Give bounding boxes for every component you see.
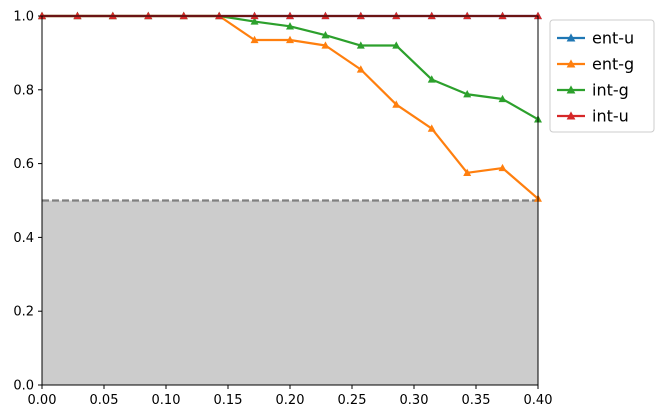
series-int-u: [38, 11, 542, 20]
axes: 0.00 0.05 0.10 0.15 0.20 0.25 0.30 0.35 0.40 0.0 0…: [13, 10, 552, 409]
data-point-int-u: [286, 11, 294, 20]
data-point-ent-g: [498, 163, 507, 172]
data-point-ent-g: [286, 35, 294, 44]
legend-marker: [566, 33, 576, 42]
x-tick-label: 0.10: [152, 393, 181, 408]
data-point-int-u: [179, 11, 188, 20]
y-tick-label: 0.4: [13, 231, 34, 246]
legend-box: [549, 19, 655, 133]
y-tick-label: 0.0: [13, 379, 34, 394]
data-point-ent-g: [250, 35, 259, 44]
data-point-int-u: [108, 11, 117, 20]
legend-item-ent-u: ent-u: [557, 29, 634, 48]
x-tick-label: 0.05: [90, 393, 119, 408]
series-line-int-g: [42, 14, 539, 121]
data-point-int-u: [321, 11, 330, 20]
y-tick-label: 0.6: [13, 157, 34, 172]
y-tick-label: 1.0: [13, 10, 34, 25]
x-tick-label: 0.30: [400, 393, 429, 408]
data-point-int-u: [498, 11, 507, 20]
legend-label: int-u: [592, 107, 629, 126]
data-point-int-g: [356, 41, 365, 49]
data-point-int-g: [321, 30, 330, 39]
legend: ent-u ent-g int-g int-u: [549, 19, 655, 133]
x-tick-label: 0.20: [276, 393, 305, 408]
data-point-int-u: [215, 11, 224, 20]
data-point-int-g: [392, 41, 401, 49]
legend-item-int-u: int-u: [557, 107, 629, 126]
data-point-int-u: [463, 11, 472, 20]
data-point-int-g: [463, 90, 472, 98]
series-line-ent-g: [42, 14, 539, 200]
legend-marker: [566, 111, 576, 120]
data-point-int-g: [286, 22, 294, 30]
data-point-ent-g: [392, 100, 401, 108]
plot-area: [38, 11, 542, 385]
data-point-ent-g: [321, 41, 330, 49]
shaded-region: [42, 200, 538, 385]
data-point-int-u: [427, 11, 436, 20]
data-point-ent-g: [427, 124, 436, 132]
data-point-int-u: [356, 11, 365, 20]
series-ent-g: [38, 11, 542, 202]
legend-item-int-g: int-g: [557, 81, 629, 100]
x-tick-label: 0.25: [338, 393, 367, 408]
legend-label: ent-g: [592, 55, 634, 74]
data-point-int-g: [250, 17, 259, 25]
x-tick-label: 0.00: [28, 393, 57, 408]
data-point-int-u: [73, 11, 82, 20]
legend-label: ent-u: [592, 29, 634, 48]
data-point-int-u: [38, 11, 46, 20]
legend-item-ent-g: ent-g: [557, 55, 634, 74]
series-int-g: [38, 11, 542, 123]
legend-marker: [566, 59, 576, 68]
data-point-int-g: [498, 94, 507, 103]
data-point-int-u: [144, 11, 153, 20]
x-tick-label: 0.35: [462, 393, 491, 408]
x-tick-label: 0.15: [214, 393, 243, 408]
data-point-int-g: [427, 75, 436, 83]
legend-marker: [566, 85, 576, 94]
y-tick-label: 0.8: [13, 83, 34, 98]
data-point-int-u: [392, 11, 401, 20]
data-point-int-u: [250, 11, 259, 20]
data-point-int-u: [534, 11, 542, 20]
y-tick-label: 0.2: [13, 305, 34, 320]
x-tick-label: 0.40: [524, 393, 553, 408]
data-point-ent-g: [356, 65, 365, 73]
legend-label: int-g: [592, 81, 629, 100]
data-point-ent-g: [463, 168, 472, 176]
